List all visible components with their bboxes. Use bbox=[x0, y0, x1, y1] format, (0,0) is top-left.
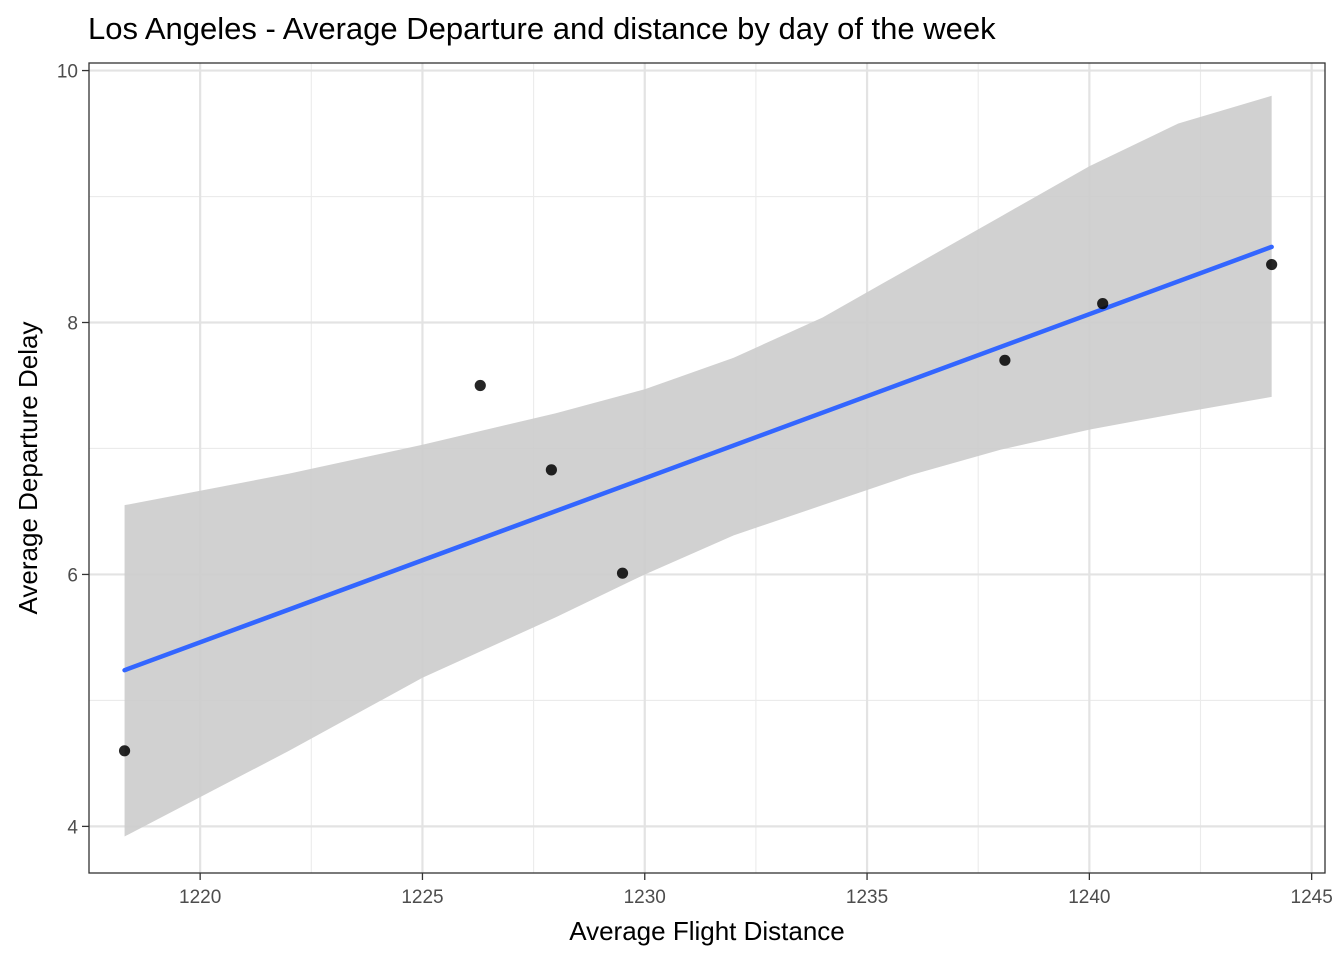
y-tick-label: 6 bbox=[67, 565, 78, 586]
trend-line bbox=[122, 244, 1274, 673]
x-tick-label: 1225 bbox=[401, 887, 443, 908]
y-tick-label: 4 bbox=[67, 817, 78, 838]
y-tick-label: 8 bbox=[67, 314, 78, 335]
data-point bbox=[1266, 258, 1278, 271]
x-tick-label: 1245 bbox=[1291, 887, 1333, 908]
data-point bbox=[545, 464, 557, 476]
data-point bbox=[616, 567, 629, 579]
data-point bbox=[999, 354, 1011, 366]
data-point bbox=[474, 379, 486, 392]
points bbox=[118, 258, 1278, 757]
x-tick-label: 1235 bbox=[846, 887, 888, 908]
chart-title: Los Angeles - Average Departure and dist… bbox=[88, 11, 996, 46]
x-tick-label: 1230 bbox=[624, 887, 666, 908]
x-axis-title: Average Flight Distance bbox=[569, 916, 845, 946]
y-tick-label: 10 bbox=[57, 62, 78, 83]
y-axis-title: Average Departure Delay bbox=[13, 322, 43, 615]
data-point bbox=[118, 745, 131, 757]
data-point bbox=[1097, 298, 1109, 310]
x-tick-label: 1220 bbox=[179, 887, 221, 908]
x-axis: 1220 1225 1230 1235 1240 1245 bbox=[179, 873, 1333, 908]
plot-border bbox=[88, 62, 1326, 874]
y-axis: 4 6 8 10 bbox=[57, 62, 89, 838]
confidence-band bbox=[124, 95, 1272, 837]
x-tick-label: 1240 bbox=[1068, 887, 1110, 908]
